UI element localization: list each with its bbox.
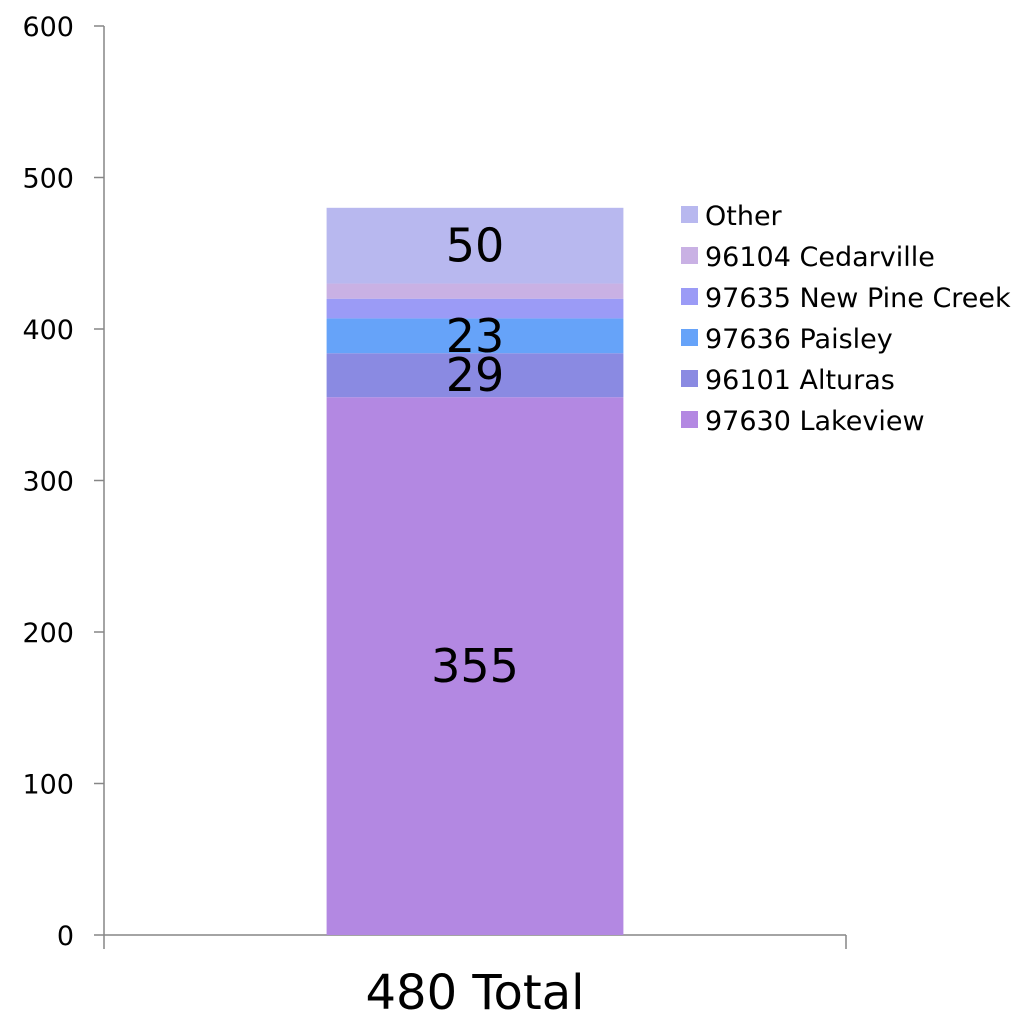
bar-segment-97636-paisley xyxy=(326,318,624,354)
legend-label: 97630 Lakeview xyxy=(705,406,925,437)
category-labels: 480 Total xyxy=(366,965,585,1021)
legend-swatch xyxy=(681,288,698,305)
y-tick-label: 300 xyxy=(22,467,74,498)
legend-label: 97636 Paisley xyxy=(705,324,893,355)
legend-swatch xyxy=(681,247,698,264)
y-tick-label: 400 xyxy=(22,315,74,346)
bar-segment-97635-new-pine-creek xyxy=(326,298,624,319)
segment-data-label: 355 xyxy=(431,639,519,693)
segment-data-label: 50 xyxy=(446,219,505,273)
bar-segments xyxy=(326,207,624,935)
legend-swatch xyxy=(681,370,698,387)
y-tick-label: 200 xyxy=(22,618,74,649)
bar-segment-96104-cedarville xyxy=(326,283,624,299)
legend-swatch xyxy=(681,329,698,346)
segment-data-label: 29 xyxy=(446,348,505,402)
bar-segment-96101-alturas xyxy=(326,353,624,398)
legend-swatch xyxy=(681,206,698,223)
bar-segment-97630-lakeview xyxy=(326,397,624,935)
legend-label: Other xyxy=(705,201,783,232)
y-tick-label: 0 xyxy=(57,921,74,952)
legend-swatch xyxy=(681,411,698,428)
y-tick-label: 600 xyxy=(22,12,74,43)
segment-data-label: 23 xyxy=(446,309,505,363)
category-label: 480 Total xyxy=(366,965,585,1021)
x-axis xyxy=(103,934,847,949)
legend-label: 96104 Cedarville xyxy=(705,242,935,273)
legend: Other 96104 Cedarville 97635 New Pine Cree… xyxy=(681,201,1011,437)
y-axis: 0 100 200 300 400 500 600 xyxy=(22,12,105,952)
y-tick-label: 100 xyxy=(22,770,74,801)
y-tick-label: 500 xyxy=(22,164,74,195)
bar-segment-other xyxy=(326,207,624,284)
legend-label: 97635 New Pine Creek xyxy=(705,283,1011,314)
legend-label: 96101 Alturas xyxy=(705,365,895,396)
